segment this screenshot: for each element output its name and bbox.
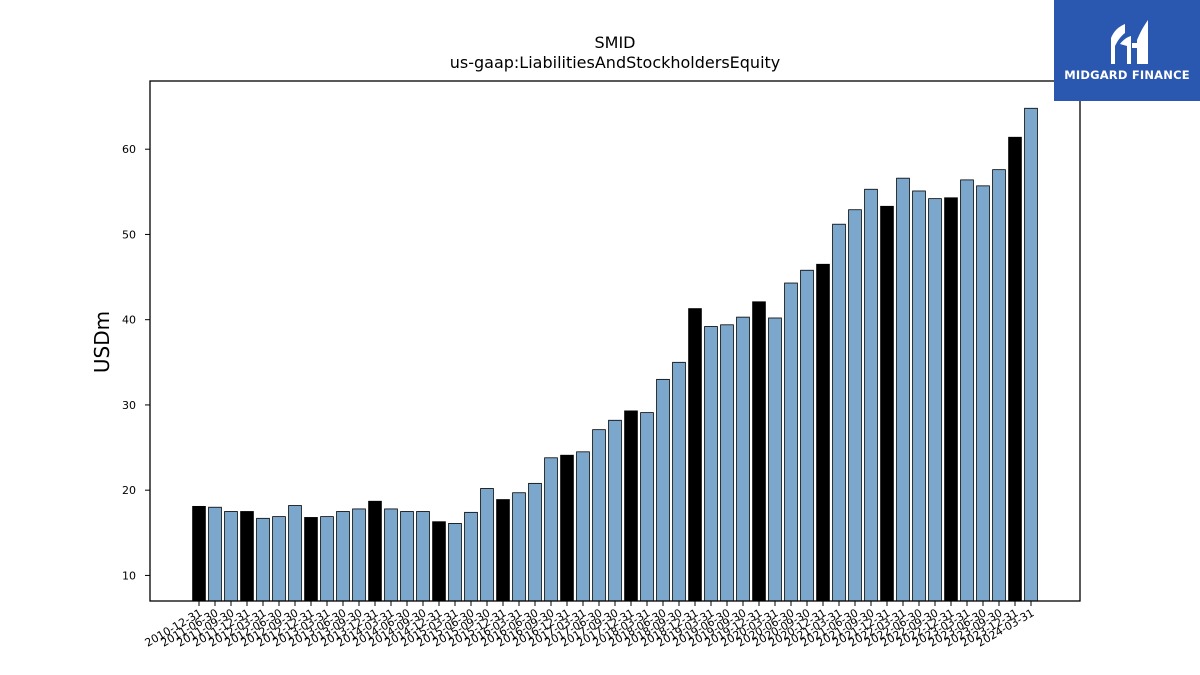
bar-2020-09-30 bbox=[800, 269, 814, 602]
y-tick-label: 30 bbox=[122, 399, 136, 412]
bar-2016-12-31 bbox=[560, 454, 574, 602]
bar-2010-12-31 bbox=[192, 505, 206, 602]
bar-2016-03-31 bbox=[512, 492, 526, 602]
bar-2023-03-31 bbox=[960, 179, 974, 602]
bar-2022-03-31 bbox=[896, 177, 910, 602]
bar-2017-09-30 bbox=[608, 419, 622, 602]
y-tick-label: 10 bbox=[122, 569, 136, 582]
x-axis: 2010-12-312011-06-302011-09-302011-12-31… bbox=[143, 601, 1037, 650]
logo-mark-icon bbox=[1054, 0, 1200, 101]
bar-2023-09-30 bbox=[992, 169, 1006, 602]
bar-2019-09-30 bbox=[736, 316, 750, 602]
bar-2019-12-31 bbox=[752, 301, 766, 602]
bar-2012-03-31 bbox=[256, 517, 270, 602]
bar-2016-09-30 bbox=[544, 457, 558, 602]
bar-2017-06-30 bbox=[592, 429, 606, 602]
bar-2014-12-31 bbox=[432, 521, 446, 602]
bars-group bbox=[192, 107, 1038, 602]
bar-2020-03-31 bbox=[768, 317, 782, 602]
bar-2011-12-31 bbox=[240, 511, 254, 602]
bar-2011-06-30 bbox=[208, 506, 222, 602]
y-axis-label: USDm bbox=[90, 311, 114, 373]
bar-2015-09-30 bbox=[480, 488, 494, 602]
bar-2024-03-31 bbox=[1024, 107, 1038, 602]
bar-2018-06-30 bbox=[656, 378, 670, 602]
bar-2015-03-31 bbox=[448, 523, 462, 602]
bar-2023-12-31 bbox=[1008, 136, 1022, 602]
logo-text: MIDGARD FINANCE bbox=[1064, 68, 1190, 82]
y-tick-label: 40 bbox=[122, 314, 136, 327]
bar-2017-12-31 bbox=[624, 410, 638, 602]
bar-2013-03-31 bbox=[320, 516, 334, 602]
bar-2021-06-30 bbox=[848, 209, 862, 602]
bar-2015-12-31 bbox=[496, 499, 510, 602]
bar-2015-06-30 bbox=[464, 511, 478, 602]
chart-title: SMID bbox=[595, 33, 636, 52]
bar-2013-09-30 bbox=[352, 508, 366, 602]
y-tick-label: 50 bbox=[122, 228, 136, 241]
bar-2020-12-31 bbox=[816, 263, 830, 602]
bar-2011-09-30 bbox=[224, 511, 238, 602]
bar-2012-09-30 bbox=[288, 505, 302, 602]
bar-2022-12-31 bbox=[944, 197, 958, 602]
bar-2013-12-31 bbox=[368, 500, 382, 602]
y-axis: 10 20 30 40 50 60 bbox=[122, 143, 150, 582]
bar-2014-03-31 bbox=[384, 508, 398, 602]
bar-2012-12-31 bbox=[304, 517, 318, 602]
bar-2019-03-31 bbox=[704, 326, 718, 602]
bar-2022-06-30 bbox=[912, 190, 926, 602]
bar-2018-03-31 bbox=[640, 412, 654, 602]
bar-2022-09-30 bbox=[928, 198, 942, 602]
bar-2023-06-30 bbox=[976, 185, 990, 602]
y-tick-label: 20 bbox=[122, 484, 136, 497]
bar-2020-06-30 bbox=[784, 282, 798, 602]
bar-2016-06-30 bbox=[528, 482, 542, 602]
bar-2018-12-31 bbox=[688, 308, 702, 602]
bar-2014-09-30 bbox=[416, 511, 430, 602]
bar-2013-06-30 bbox=[336, 511, 350, 602]
bar-2018-09-30 bbox=[672, 361, 686, 602]
plot-frame bbox=[149, 80, 1081, 602]
bar-2012-06-30 bbox=[272, 516, 286, 602]
bar-2021-09-30 bbox=[864, 188, 878, 602]
bar-2017-03-31 bbox=[576, 451, 590, 602]
bar-2019-06-30 bbox=[720, 324, 734, 602]
midgard-finance-logo: MIDGARD FINANCE bbox=[1054, 0, 1200, 101]
bar-2014-06-30 bbox=[400, 511, 414, 602]
bar-2021-03-31 bbox=[832, 223, 846, 602]
chart-subtitle: us-gaap:LiabilitiesAndStockholdersEquity bbox=[450, 53, 781, 72]
bar-2021-12-31 bbox=[880, 205, 894, 602]
y-tick-label: 60 bbox=[122, 143, 136, 156]
